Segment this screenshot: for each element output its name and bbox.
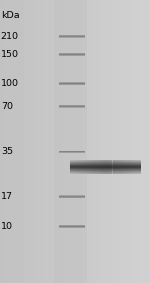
Text: kDa: kDa <box>1 11 19 20</box>
Bar <box>70 166 141 167</box>
Bar <box>131 160 132 174</box>
Text: 35: 35 <box>1 147 13 156</box>
Bar <box>101 160 103 174</box>
Bar <box>118 160 120 174</box>
Bar <box>114 160 115 174</box>
Bar <box>100 160 101 174</box>
Bar <box>127 160 128 174</box>
Bar <box>77 160 78 174</box>
Bar <box>97 160 98 174</box>
Text: 210: 210 <box>1 32 19 41</box>
Bar <box>70 170 141 171</box>
Bar <box>90 160 91 174</box>
Bar <box>130 160 131 174</box>
Bar <box>70 171 141 172</box>
Bar <box>70 165 141 166</box>
Bar <box>87 160 88 174</box>
Bar <box>88 160 90 174</box>
Bar <box>121 160 122 174</box>
Bar <box>70 167 141 168</box>
Bar <box>54 0 87 283</box>
Bar <box>70 160 71 174</box>
Bar <box>140 160 141 174</box>
Text: 150: 150 <box>1 50 19 59</box>
Bar <box>103 160 104 174</box>
Text: 70: 70 <box>1 102 13 111</box>
Bar <box>70 164 141 165</box>
Bar <box>94 160 95 174</box>
Bar <box>104 160 105 174</box>
Bar <box>71 160 73 174</box>
Bar <box>75 160 77 174</box>
Bar <box>108 160 110 174</box>
Bar <box>125 160 127 174</box>
Text: 100: 100 <box>1 79 19 88</box>
Bar <box>78 160 80 174</box>
Bar <box>115 160 117 174</box>
Bar <box>70 160 141 161</box>
Text: 17: 17 <box>1 192 13 201</box>
Bar <box>70 167 141 168</box>
Bar <box>95 160 97 174</box>
Bar <box>132 160 134 174</box>
Bar <box>81 160 83 174</box>
Bar <box>138 160 140 174</box>
Bar <box>70 161 141 162</box>
Bar <box>91 160 93 174</box>
Bar <box>93 160 94 174</box>
Bar <box>135 160 137 174</box>
Bar <box>112 160 114 174</box>
Bar <box>98 160 100 174</box>
Bar <box>122 160 124 174</box>
Bar <box>80 160 81 174</box>
Bar <box>107 160 108 174</box>
Bar <box>117 160 118 174</box>
Bar <box>74 160 75 174</box>
Text: 10: 10 <box>1 222 13 231</box>
Bar <box>70 160 141 161</box>
Bar <box>120 160 121 174</box>
Bar <box>110 160 111 174</box>
Bar <box>70 168 141 169</box>
Bar <box>85 160 87 174</box>
Bar <box>83 160 84 174</box>
Bar <box>137 160 138 174</box>
Bar <box>70 168 141 169</box>
Bar <box>73 160 74 174</box>
Bar <box>111 160 112 174</box>
Bar <box>128 160 130 174</box>
Bar <box>84 160 86 174</box>
Bar <box>70 172 141 173</box>
Bar <box>134 160 135 174</box>
Bar <box>124 160 125 174</box>
Bar <box>70 163 141 164</box>
Bar <box>70 173 141 174</box>
Bar <box>105 160 107 174</box>
Bar <box>70 162 141 163</box>
Bar <box>70 169 141 170</box>
